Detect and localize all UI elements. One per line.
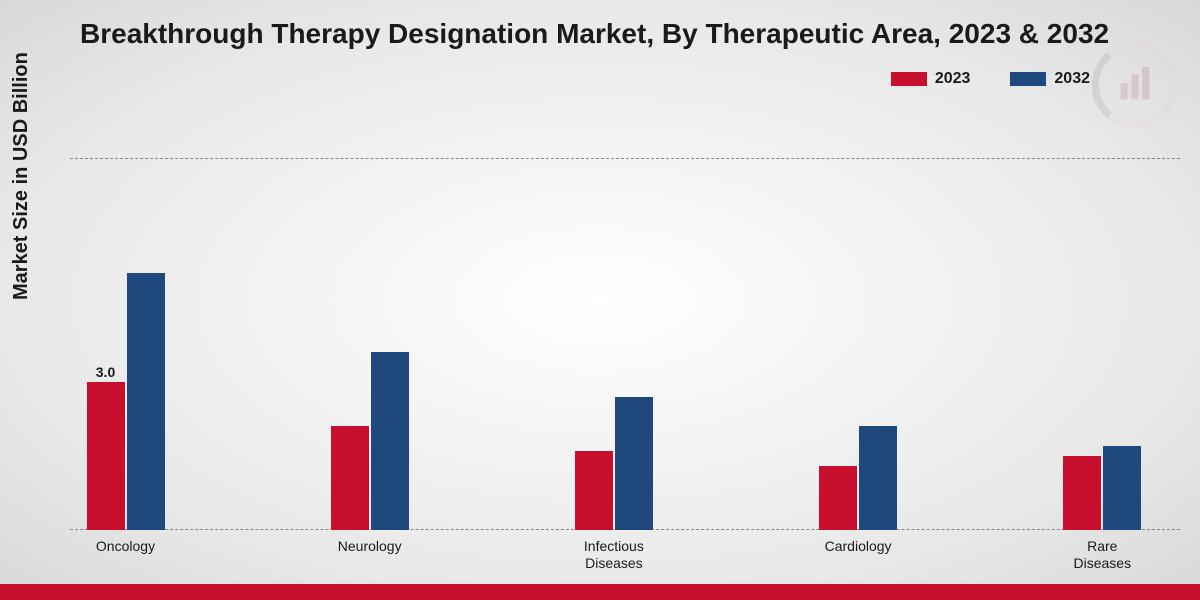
legend-label-2023: 2023 <box>935 70 971 88</box>
bar-series2 <box>371 352 409 530</box>
bar-group: Infectious Diseases <box>575 397 653 530</box>
bar-series2 <box>127 273 165 530</box>
bar-series2 <box>859 426 897 530</box>
bar-group: Cardiology <box>819 426 897 530</box>
plot-area: Oncology3.0 Neurology Infectious Diseases C… <box>70 110 1180 530</box>
category-label: Infectious Diseases <box>584 538 644 572</box>
legend-item-2032: 2032 <box>1010 70 1090 88</box>
legend-swatch-2023 <box>891 72 927 86</box>
bar-group: Oncology3.0 <box>87 273 165 530</box>
bar-series1 <box>87 382 125 530</box>
legend-swatch-2032 <box>1010 72 1046 86</box>
bar-series2 <box>1103 446 1141 530</box>
y-axis-label: Market Size in USD Billion <box>10 52 33 300</box>
category-label: Cardiology <box>825 538 892 555</box>
legend-item-2023: 2023 <box>891 70 971 88</box>
legend-label-2032: 2032 <box>1054 70 1090 88</box>
category-label: Neurology <box>338 538 402 555</box>
bar-group: Neurology <box>331 352 409 530</box>
bar-group: Rare Diseases <box>1063 446 1141 530</box>
category-label: Rare Diseases <box>1074 538 1132 572</box>
bar-series2 <box>615 397 653 530</box>
bar-series1 <box>1063 456 1101 530</box>
bars-container: Oncology3.0 Neurology Infectious Diseases C… <box>70 110 1180 530</box>
bar-value-label: 3.0 <box>96 364 115 380</box>
bar-series1 <box>331 426 369 530</box>
bar-series1 <box>819 466 857 530</box>
footer-bar <box>0 584 1200 600</box>
category-label: Oncology <box>96 538 155 555</box>
legend: 2023 2032 <box>891 70 1090 88</box>
bar-series1 <box>575 451 613 530</box>
chart-title: Breakthrough Therapy Designation Market,… <box>80 18 1200 50</box>
